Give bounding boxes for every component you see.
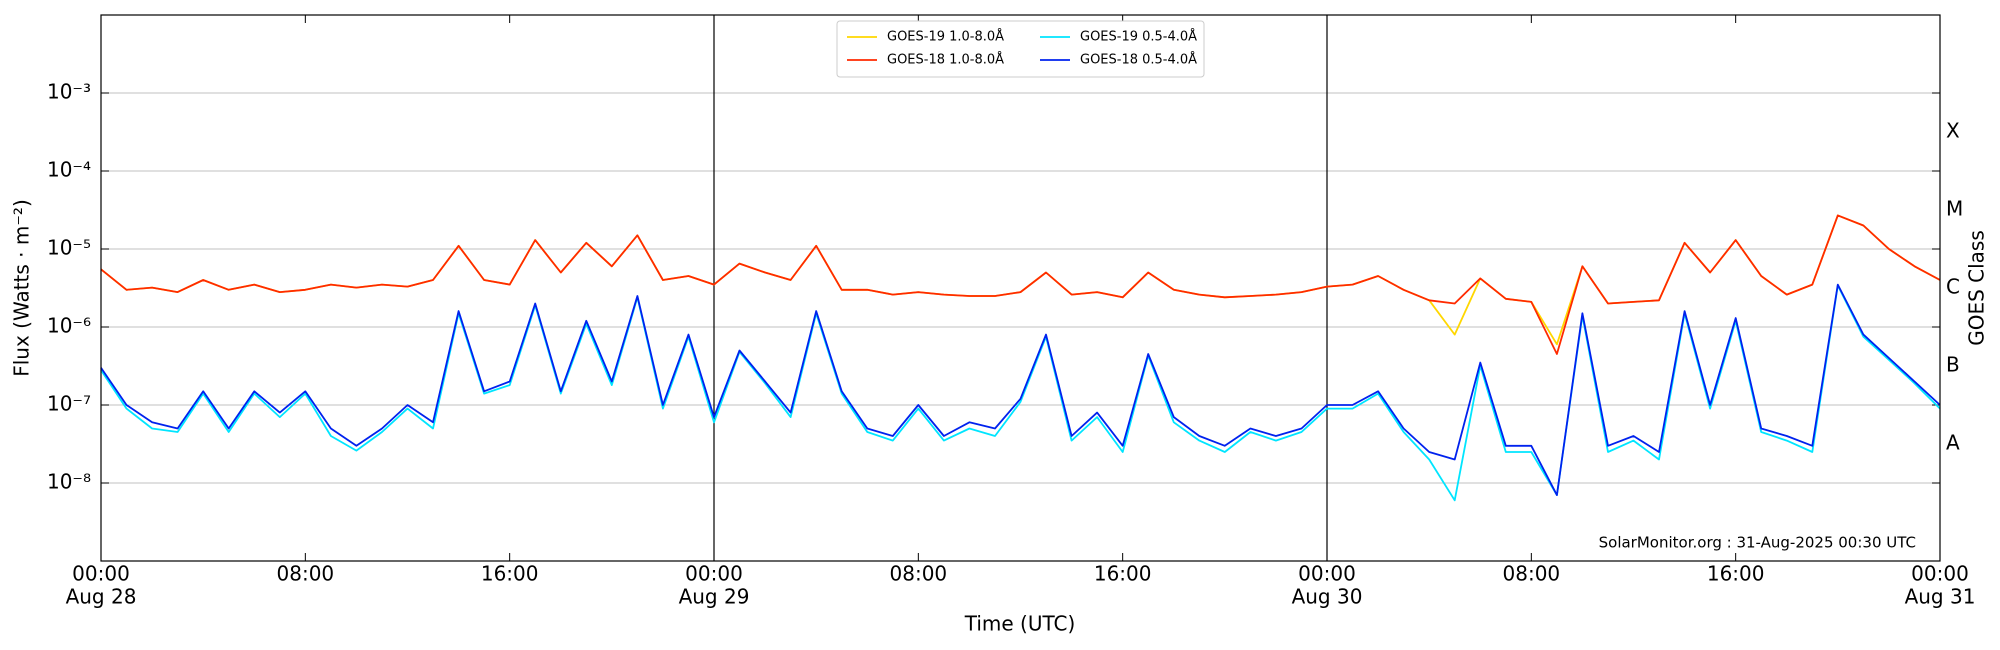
legend-box [836, 20, 1205, 78]
legend-label: GOES-19 0.5-4.0Å [1080, 29, 1197, 45]
y-tick-label: 10⁻⁵ [47, 236, 91, 260]
x-tick-date: Aug 28 [66, 585, 137, 609]
y-tick-label: 10⁻⁴ [47, 158, 91, 182]
x-tick-label: 16:00 [481, 562, 539, 586]
legend-label: GOES-18 0.5-4.0Å [1080, 52, 1197, 68]
legend-label: GOES-18 1.0-8.0Å [887, 52, 1004, 68]
y-tick-label: 10⁻⁶ [47, 314, 91, 338]
x-tick-label: 08:00 [1503, 562, 1561, 586]
annotation: SolarMonitor.org : 31-Aug-2025 00:30 UTC [1599, 534, 1916, 552]
x-tick-date: Aug 29 [679, 585, 750, 609]
y-tick-label: 10⁻³ [47, 80, 91, 104]
x-tick-label: 00:00 [1298, 562, 1356, 586]
legend-label: GOES-19 1.0-8.0Å [887, 29, 1004, 45]
x-axis-label: Time (UTC) [964, 612, 1076, 636]
x-tick-label: 16:00 [1094, 562, 1152, 586]
y-tick-label: 10⁻⁸ [47, 470, 91, 494]
x-tick-label: 00:00 [1911, 562, 1969, 586]
x-tick-date: Aug 31 [1905, 585, 1976, 609]
x-tick-label: 16:00 [1707, 562, 1765, 586]
series-line [100, 283, 1941, 496]
class-label: M [1946, 197, 1963, 221]
x-tick-label: 00:00 [685, 562, 743, 586]
x-tick-label: 08:00 [277, 562, 335, 586]
class-label: A [1946, 431, 1960, 455]
plot-frame [100, 14, 1941, 562]
x-tick-label: 00:00 [72, 562, 130, 586]
y-axis-label: Flux (Watts · m⁻²) [10, 199, 34, 377]
series-line [100, 214, 1941, 355]
class-label: C [1946, 275, 1960, 299]
x-tick-date: Aug 30 [1292, 585, 1363, 609]
y-tick-label: 10⁻⁷ [47, 392, 91, 416]
series-line [100, 284, 1941, 502]
class-label: X [1946, 119, 1960, 143]
x-tick-label: 08:00 [890, 562, 948, 586]
series-line [100, 214, 1941, 346]
y2-axis-label: GOES Class [1965, 230, 1989, 346]
class-label: B [1946, 353, 1960, 377]
